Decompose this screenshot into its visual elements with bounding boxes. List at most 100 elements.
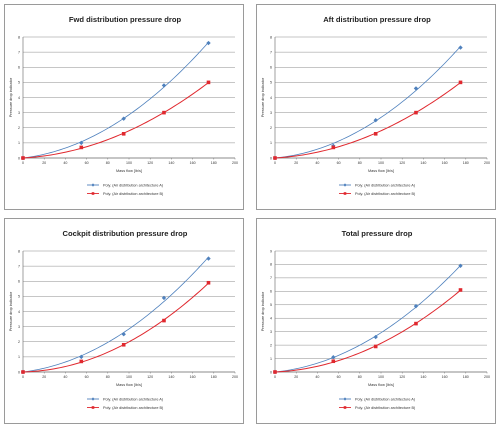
y-tick-label: 6 [18, 66, 20, 70]
x-tick-label: 0 [22, 161, 24, 165]
x-tick-label: 180 [211, 161, 217, 165]
data-point [458, 263, 463, 268]
data-point [414, 321, 418, 326]
x-tick-label: 160 [190, 161, 196, 165]
x-tick-label: 60 [85, 375, 89, 379]
x-tick-label: 40 [315, 375, 319, 379]
x-tick-label: 120 [147, 375, 153, 379]
x-tick-label: 200 [484, 375, 490, 379]
y-tick-label: 1 [270, 141, 272, 145]
chart-panel-total: Total pressure drop 0 1 2 3 4 5 6 7 8 9 0 20 40 60 80 10… [256, 218, 496, 424]
series-line [274, 265, 461, 373]
data-point [79, 354, 84, 360]
legend-marker [343, 406, 347, 409]
x-tick-label: 140 [168, 375, 174, 379]
x-tick-label: 60 [337, 161, 341, 165]
x-tick-label: 0 [22, 375, 24, 379]
y-tick-label: 3 [18, 111, 20, 115]
x-tick-label: 20 [42, 161, 46, 165]
y-tick-label: 4 [18, 310, 20, 314]
data-point [458, 288, 463, 292]
x-tick-label: 160 [190, 375, 196, 379]
y-axis-label: Pressure drop indicator [261, 291, 265, 331]
x-tick-label: 180 [463, 161, 469, 165]
y-tick-label: 2 [270, 343, 272, 347]
legend-marker [343, 192, 347, 195]
x-tick-label: 180 [463, 375, 469, 379]
chart-panel-cockpit: Cockpit distribution pressure drop 0 1 2 3 4 5… [4, 218, 244, 424]
chart-svg: Cockpit distribution pressure drop 0 1 2 3 4 5… [9, 229, 238, 410]
data-point [121, 132, 126, 136]
legend-label: Poly. (Air distribution architecture B) [103, 406, 164, 410]
x-tick-label: 100 [126, 161, 132, 165]
series-line [274, 46, 461, 159]
y-tick-label: 7 [18, 50, 20, 54]
y-tick-label: 1 [18, 141, 20, 145]
y-tick-label: 0 [18, 156, 20, 160]
y-tick-label: 5 [270, 303, 272, 307]
x-tick-label: 100 [126, 375, 132, 379]
x-tick-label: 20 [294, 161, 298, 165]
series-line [22, 256, 209, 373]
x-tick-label: 120 [399, 161, 405, 165]
y-tick-label: 8 [270, 35, 272, 39]
series-line [22, 82, 209, 159]
y-tick-label: 7 [18, 264, 20, 268]
data-point [121, 116, 126, 121]
chart-panel-fwd: Fwd distribution pressure drop 0 1 2 3 4 5 6 7 8 0… [4, 4, 244, 210]
x-tick-label: 120 [399, 375, 405, 379]
series-line [22, 282, 209, 373]
x-tick-label: 80 [358, 375, 362, 379]
y-tick-label: 8 [270, 263, 272, 267]
data-point [273, 370, 277, 374]
chart-title: Aft distribution pressure drop [323, 15, 431, 24]
x-tick-label: 140 [420, 375, 426, 379]
x-tick-label: 40 [63, 375, 67, 379]
x-tick-label: 200 [232, 375, 238, 379]
y-axis-label: Pressure drop indicator [9, 291, 13, 331]
data-point [161, 83, 167, 88]
series-line [22, 41, 209, 159]
x-tick-label: 60 [337, 375, 341, 379]
x-tick-label: 160 [442, 375, 448, 379]
y-tick-label: 2 [18, 126, 20, 130]
data-point [206, 80, 211, 85]
x-tick-label: 0 [274, 161, 276, 165]
y-tick-label: 5 [18, 295, 20, 299]
data-point [121, 331, 126, 337]
series-line [274, 289, 461, 373]
y-tick-label: 1 [18, 355, 20, 359]
legend-marker [91, 183, 95, 187]
x-tick-label: 160 [442, 161, 448, 165]
y-tick-label: 7 [270, 50, 272, 54]
data-point [331, 359, 336, 364]
data-point [161, 295, 167, 301]
chart-svg: Aft distribution pressure drop0123456780… [261, 15, 490, 196]
data-point [79, 359, 84, 364]
x-tick-label: 80 [106, 161, 110, 165]
y-tick-label: 6 [270, 66, 272, 70]
legend-label: Poly. (Air distribution architecture B) [355, 406, 416, 410]
x-tick-label: 200 [484, 161, 490, 165]
x-axis-label: Mass flow [lb/s] [116, 383, 142, 387]
y-tick-label: 6 [270, 290, 272, 294]
x-tick-label: 180 [211, 375, 217, 379]
data-point [373, 132, 378, 136]
data-point [206, 280, 211, 285]
data-point [414, 110, 418, 115]
series-line [274, 82, 461, 159]
x-tick-label: 0 [274, 375, 276, 379]
y-tick-label: 8 [18, 35, 20, 39]
y-tick-label: 5 [270, 81, 272, 85]
data-point [331, 355, 336, 360]
x-tick-label: 20 [42, 375, 46, 379]
data-point [162, 318, 166, 323]
data-point [21, 370, 25, 374]
y-tick-label: 3 [270, 330, 272, 334]
data-point [162, 110, 166, 115]
y-tick-label: 6 [18, 280, 20, 284]
legend-marker [91, 397, 95, 401]
x-axis-label: Mass flow [lb/s] [368, 169, 394, 173]
y-tick-label: 2 [18, 340, 20, 344]
y-tick-label: 1 [270, 357, 272, 361]
